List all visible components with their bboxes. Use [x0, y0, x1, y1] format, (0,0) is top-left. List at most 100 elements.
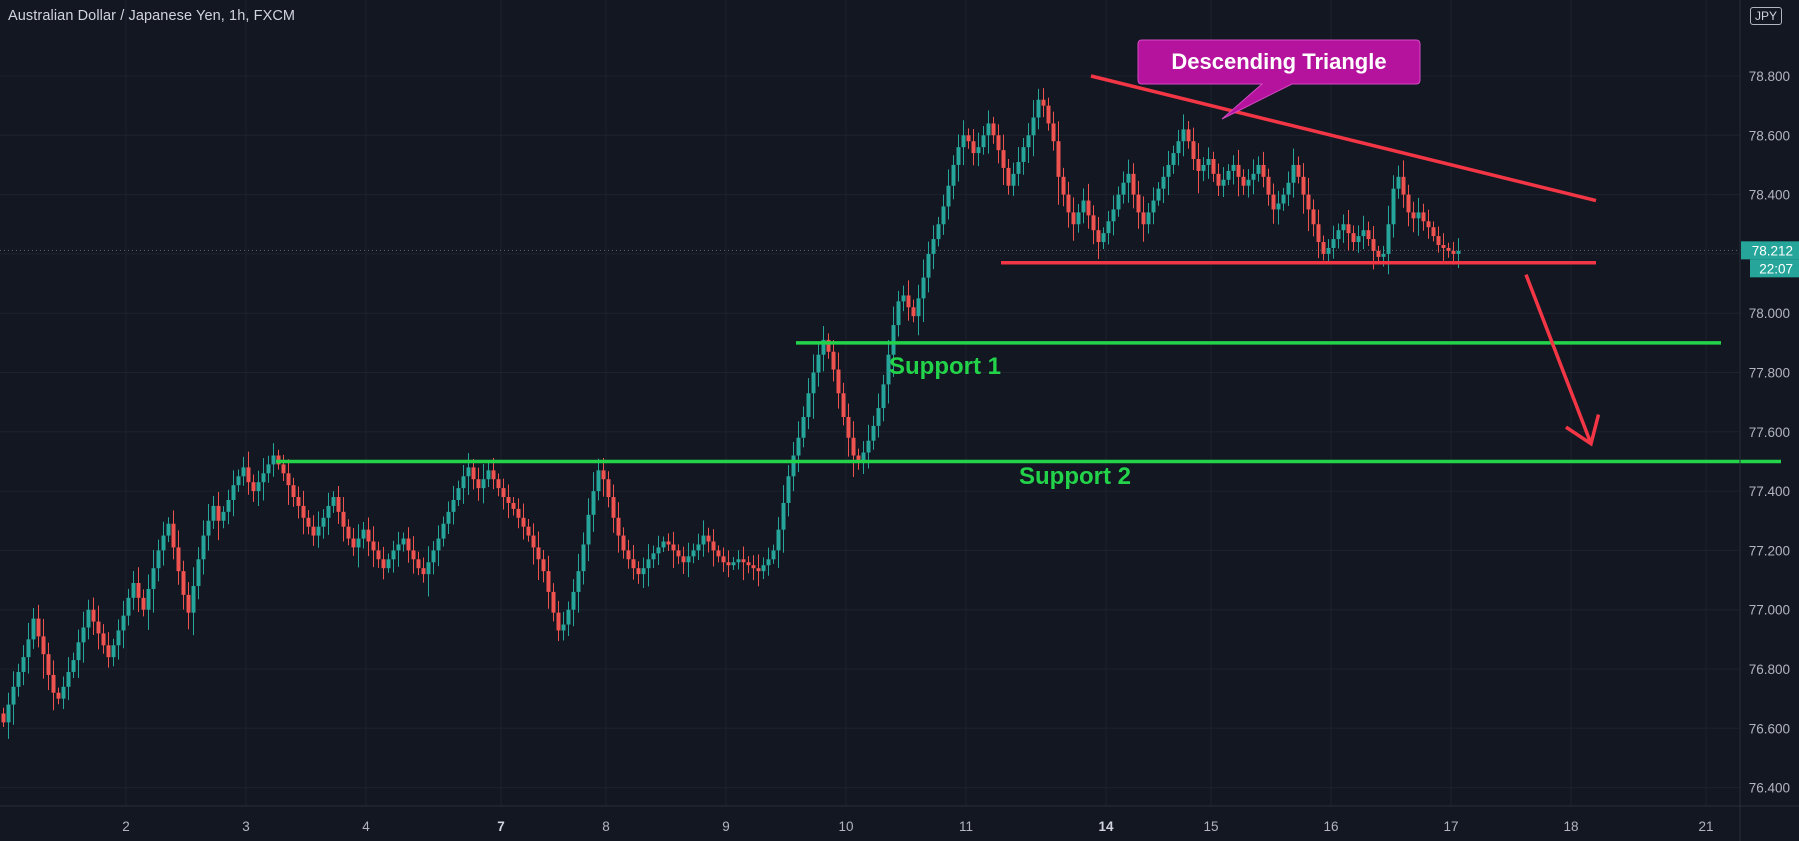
candle [556, 600, 561, 642]
candle [376, 541, 381, 568]
time-tick-label: 2 [122, 819, 130, 834]
candle [1406, 184, 1411, 227]
candle [156, 539, 161, 582]
candle [796, 421, 801, 473]
candle [1091, 205, 1096, 245]
candle-body [691, 550, 696, 557]
candle-body [1371, 239, 1376, 251]
candle [36, 604, 41, 648]
currency-unit-badge[interactable]: JPY [1750, 7, 1783, 25]
candle-body [916, 298, 921, 317]
candle-body [356, 538, 361, 548]
candle-body [536, 547, 541, 560]
candle-body [986, 123, 991, 136]
candle [1436, 226, 1441, 253]
candle [651, 545, 656, 568]
callout-bubble [1137, 39, 1421, 120]
candle [596, 458, 601, 501]
candle [81, 611, 86, 663]
candle [401, 532, 406, 552]
descending-triangle-callout[interactable]: Descending Triangle [1137, 39, 1421, 120]
candle-body [1091, 215, 1096, 231]
candle [626, 539, 631, 569]
projection-arrow[interactable] [1524, 274, 1593, 445]
candle-body [31, 618, 36, 640]
candle [986, 110, 991, 154]
candle-body [1176, 141, 1181, 154]
candle [516, 498, 521, 529]
candle-body [106, 645, 111, 658]
candle-body [421, 568, 426, 575]
candle-body [1336, 230, 1341, 240]
candle-body [326, 505, 331, 518]
candle-body [506, 497, 511, 503]
candle-body [566, 609, 571, 625]
candle-body [1126, 173, 1131, 183]
candle-body [971, 141, 976, 154]
candle-body [561, 624, 566, 631]
candle [1176, 129, 1181, 166]
candle-body [976, 147, 981, 154]
candle-body [426, 562, 431, 575]
time-tick-label: 18 [1563, 819, 1578, 834]
candle-body [931, 239, 936, 254]
candle [301, 490, 306, 535]
candle-body [1416, 212, 1421, 219]
candle [746, 556, 751, 574]
candle [991, 116, 996, 144]
candle [706, 527, 711, 553]
price-tick-label: 78.400 [1749, 188, 1790, 203]
candle-body [56, 692, 61, 699]
candle-body [991, 123, 996, 136]
candle-body [1236, 164, 1241, 177]
resistance-trendline[interactable] [1090, 74, 1597, 203]
candle-body [1186, 129, 1191, 142]
candle-body [481, 479, 486, 489]
candle-body [671, 544, 676, 551]
candle-body [1106, 221, 1111, 234]
candle [1401, 160, 1406, 208]
candle-body [841, 393, 846, 417]
candle [786, 465, 791, 517]
candle-body [576, 571, 581, 592]
candle-body [1306, 194, 1311, 210]
candle [541, 549, 546, 583]
candle-body [571, 591, 576, 610]
candle [361, 521, 366, 549]
candle-body [1406, 194, 1411, 213]
candle-body [196, 559, 201, 586]
candle [521, 503, 526, 540]
candle [821, 326, 826, 372]
candle [1321, 235, 1326, 261]
price-tick-label: 77.200 [1749, 543, 1790, 558]
candle-body [141, 597, 146, 610]
candle [1451, 241, 1456, 265]
candle-body [896, 301, 901, 326]
candle [111, 638, 116, 667]
candle [831, 339, 836, 382]
candle [1196, 143, 1201, 194]
candle [1126, 159, 1131, 203]
candle [751, 555, 756, 581]
candle [126, 588, 131, 626]
candle-body [1381, 253, 1386, 257]
candle-body [906, 295, 911, 308]
candle-body [1161, 176, 1166, 189]
candle [451, 485, 456, 525]
candle-body [371, 541, 376, 551]
candle-body [1386, 224, 1391, 254]
candle-body [681, 556, 686, 563]
candle [116, 619, 121, 660]
candle [396, 531, 401, 567]
candle [1116, 186, 1121, 217]
time-tick-label: 17 [1443, 819, 1458, 834]
candle-body [171, 523, 176, 548]
candle [561, 611, 566, 641]
candle [886, 339, 891, 404]
candle [316, 511, 321, 548]
symbol-title[interactable]: Australian Dollar / Japanese Yen, 1h, FX… [8, 8, 296, 24]
candle-body [911, 307, 916, 317]
